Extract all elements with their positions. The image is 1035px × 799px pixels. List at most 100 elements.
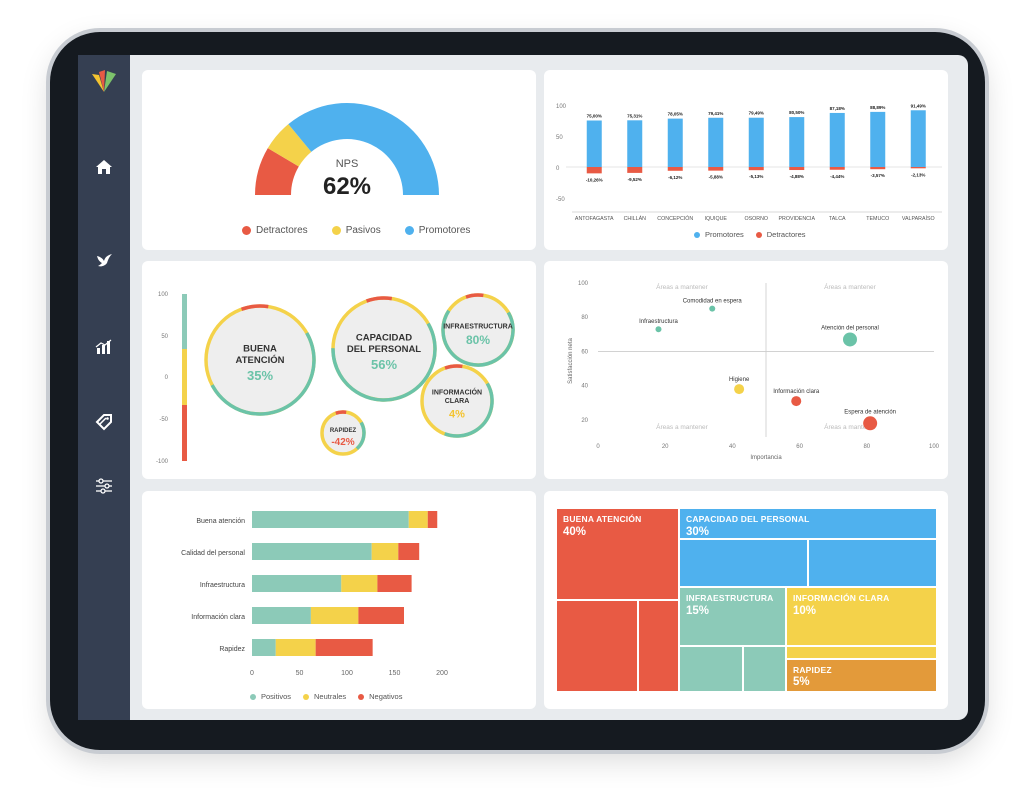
bubble-infraestructura[interactable]: INFRAESTRUCTURA 80% xyxy=(430,282,526,378)
point-label: Espera de atención xyxy=(844,409,896,415)
importance-matrix: 0 20 40 60 80 100 100 80 60 40 20 Importancia Satisf… xyxy=(568,281,940,461)
promotores-bar[interactable] xyxy=(748,117,764,167)
neutrales-bar[interactable] xyxy=(341,575,378,592)
x-tick-label: TALCA xyxy=(829,216,846,222)
treemap-label: CAPACIDAD DEL PERSONAL xyxy=(686,514,810,524)
y-tick-label: 20 xyxy=(581,418,588,424)
detractores-bar[interactable] xyxy=(627,167,643,173)
nps-arc-pasivos[interactable] xyxy=(267,124,312,167)
negativos-bar[interactable] xyxy=(427,511,438,528)
branches-panel: 100 50 0 -50 75,00% -10,26% ANTOFAGASTA 75,31% -… xyxy=(544,70,948,250)
bubble-rapidez[interactable]: RAPIDEZ -42% xyxy=(314,404,371,461)
scatter-point[interactable] xyxy=(843,332,857,347)
promotores-bar[interactable] xyxy=(586,120,602,168)
promotores-bar[interactable] xyxy=(870,111,886,167)
scatter-point[interactable] xyxy=(791,396,802,407)
negativos-bar[interactable] xyxy=(315,639,373,656)
scatter-point[interactable] xyxy=(863,416,878,431)
bubble-label: INFRAESTRUCTURA xyxy=(443,324,513,331)
promotores-bar[interactable] xyxy=(789,117,805,167)
detractores-bar[interactable] xyxy=(870,167,886,170)
treemap-cell-buena-atencion[interactable]: BUENA ATENCIÓN 40% xyxy=(556,508,679,600)
detractores-bar[interactable] xyxy=(748,167,764,171)
promotores-bar[interactable] xyxy=(708,117,724,167)
scale-tick-label: -100 xyxy=(156,459,169,465)
y-tick-label: 100 xyxy=(556,104,567,110)
neutrales-bar[interactable] xyxy=(275,639,316,656)
treemap-subcell[interactable] xyxy=(556,600,638,692)
promotores-data-label: 75,00% xyxy=(587,114,602,119)
home-icon[interactable] xyxy=(78,152,130,182)
positivos-bar[interactable] xyxy=(252,607,311,624)
detractores-data-label: -4,44% xyxy=(830,174,844,179)
detractores-bar[interactable] xyxy=(708,167,724,171)
point-label: Información clara xyxy=(773,389,820,395)
neutrales-bar[interactable] xyxy=(371,543,399,560)
bubble-negative-ring xyxy=(331,296,437,402)
scatter-point[interactable] xyxy=(709,305,716,312)
treemap-cell-capacidad-personal[interactable]: CAPACIDAD DEL PERSONAL 30% xyxy=(679,508,937,539)
x-tick-label: TEMUCO xyxy=(866,216,889,222)
bubble-positive-ring xyxy=(441,293,515,367)
category-label: Calidad del personal xyxy=(181,550,245,557)
promotores-bar[interactable] xyxy=(667,118,683,167)
treemap-subcell[interactable] xyxy=(638,600,679,692)
sentiment-chart: Buena atención Calidad del personal Infrae… xyxy=(181,511,448,677)
scatter-point[interactable] xyxy=(734,384,745,395)
tag-icon[interactable] xyxy=(78,407,130,437)
treemap-cell-infraestructura[interactable]: INFRAESTRUCTURA 15% xyxy=(679,587,786,646)
legend-label: Negativos xyxy=(369,692,403,701)
neutrales-bar[interactable] xyxy=(310,607,359,624)
negativos-bar[interactable] xyxy=(358,607,404,624)
nps-arc-promotores[interactable] xyxy=(288,102,439,195)
positivos-dot xyxy=(250,693,256,700)
detractores-bar[interactable] xyxy=(910,167,926,169)
matrix-panel: 0 20 40 60 80 100 100 80 60 40 20 Importancia Satisf… xyxy=(544,261,948,479)
y-tick-label: 100 xyxy=(578,281,589,287)
treemap-cell-informacion-clara[interactable]: INFORMACIÓN CLARA 10% xyxy=(786,587,937,646)
treemap-subcell[interactable] xyxy=(679,646,743,692)
scatter-point[interactable] xyxy=(655,326,662,333)
x-tick-label: OSORNO xyxy=(744,216,768,222)
detractores-data-label: -2,13% xyxy=(911,172,925,177)
y-tick-label: 0 xyxy=(556,166,560,172)
treemap-subcell[interactable] xyxy=(679,539,808,587)
promotores-bar[interactable] xyxy=(910,110,926,167)
detractores-bar[interactable] xyxy=(586,167,602,174)
legend-pasivos: Pasivos xyxy=(331,225,381,236)
detractores-bar[interactable] xyxy=(667,167,683,171)
treemap-cell-rapidez[interactable]: RAPIDEZ 5% xyxy=(786,659,937,692)
treemap-subcell[interactable] xyxy=(786,646,937,659)
negativos-bar[interactable] xyxy=(377,575,412,592)
treemap-panel: BUENA ATENCIÓN 40% CAPACIDAD DEL PERSONA… xyxy=(544,491,948,709)
bird-icon[interactable] xyxy=(78,245,130,275)
legend-label: Promotores xyxy=(705,230,744,239)
nps-arc-detractores[interactable] xyxy=(255,148,299,195)
bar-chart-icon[interactable] xyxy=(78,332,130,362)
y-tick-label: 40 xyxy=(581,384,588,390)
promotores-dot xyxy=(404,226,414,235)
positivos-bar[interactable] xyxy=(252,543,372,560)
positivos-bar[interactable] xyxy=(252,639,276,656)
x-axis-label: Importancia xyxy=(750,455,782,461)
treemap-subcell[interactable] xyxy=(808,539,937,587)
promotores-bar[interactable] xyxy=(829,112,845,167)
detractores-bar[interactable] xyxy=(829,167,845,170)
sliders-icon[interactable] xyxy=(78,471,130,501)
detractores-bar[interactable] xyxy=(789,167,805,171)
bubble-label: ATENCIÓN xyxy=(236,354,285,366)
promotores-bar[interactable] xyxy=(627,120,643,167)
negativos-bar[interactable] xyxy=(398,543,420,560)
treemap-subcell[interactable] xyxy=(743,646,786,692)
y-tick-label: 50 xyxy=(556,135,563,141)
positivos-bar[interactable] xyxy=(252,511,409,528)
neutrales-bar[interactable] xyxy=(408,511,428,528)
promotores-data-label: 91,49% xyxy=(911,103,926,108)
scale-positive xyxy=(182,294,187,349)
positivos-bar[interactable] xyxy=(252,575,342,592)
treemap-value: 5% xyxy=(793,676,810,688)
